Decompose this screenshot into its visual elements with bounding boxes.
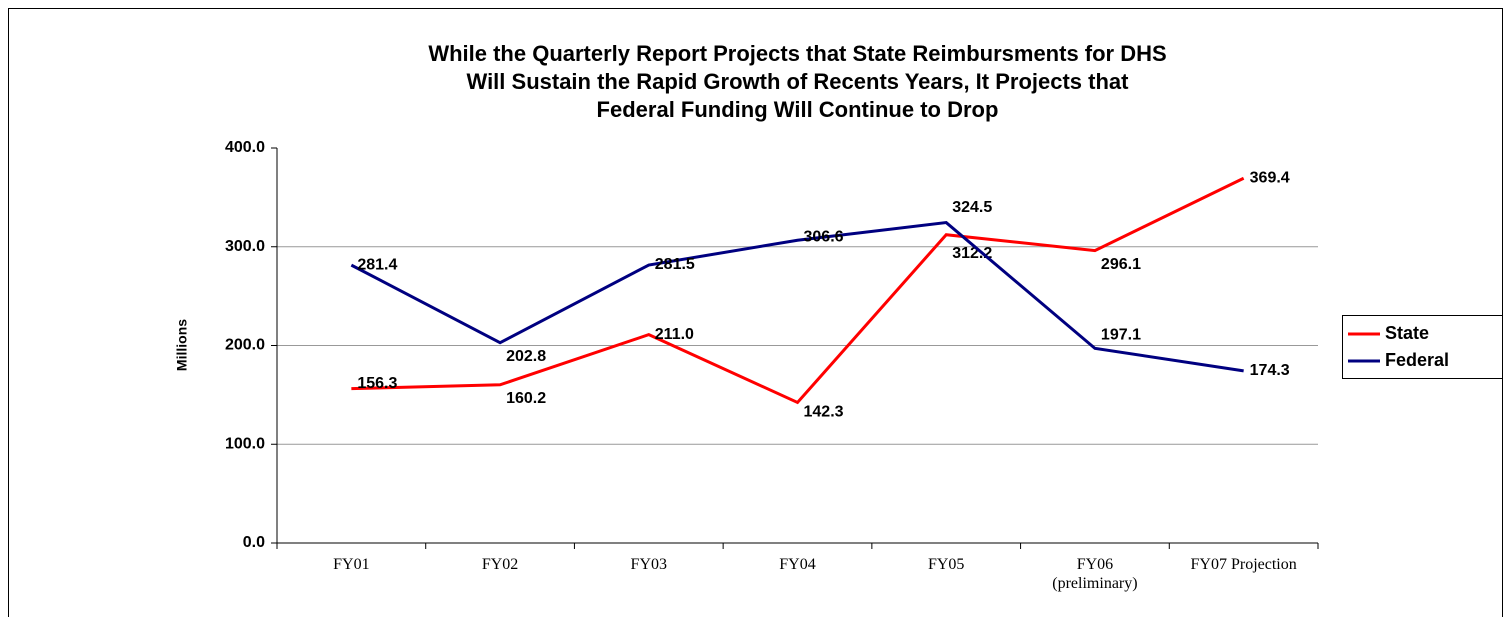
data-label: 296.1: [1101, 256, 1141, 273]
data-label: 202.8: [506, 348, 546, 365]
legend-label: State: [1385, 323, 1429, 343]
data-label: 142.3: [804, 404, 844, 421]
x-tick-label: FY06 (preliminary): [1052, 556, 1138, 592]
y-tick-label: 400.0: [225, 139, 265, 156]
legend-label: Federal: [1385, 350, 1449, 370]
series-line: [351, 176, 1245, 405]
y-tick-label: 200.0: [225, 337, 265, 354]
data-label: 160.2: [506, 390, 546, 407]
data-label: 156.3: [357, 375, 397, 392]
data-label: 211.0: [655, 326, 694, 343]
series-line: [350, 220, 1244, 373]
y-axis-label: Millions: [174, 319, 190, 371]
data-label: 281.5: [655, 256, 695, 273]
legend-box: [1342, 315, 1503, 379]
data-label: 369.4: [1250, 169, 1290, 186]
x-tick-label: FY01: [333, 556, 370, 573]
data-label: 281.4: [357, 256, 397, 273]
data-label: 312.2: [952, 245, 992, 262]
x-tick-label: FY02: [481, 556, 519, 573]
chart-border: [8, 8, 1503, 617]
y-tick-label: 0.0: [243, 534, 265, 551]
data-label: 306.6: [804, 228, 844, 245]
x-tick-label: FY07 Projection: [1190, 556, 1297, 573]
x-tick-label: FY04: [779, 556, 816, 573]
chart-title: While the Quarterly Report Projects that…: [428, 41, 1167, 122]
data-label: 197.1: [1101, 327, 1141, 344]
y-tick-label: 300.0: [225, 238, 265, 255]
data-label: 324.5: [952, 199, 992, 216]
y-tick-label: 100.0: [225, 435, 265, 452]
x-tick-label: FY05: [927, 556, 965, 573]
x-tick-label: FY03: [630, 556, 668, 573]
data-label: 174.3: [1250, 362, 1290, 379]
